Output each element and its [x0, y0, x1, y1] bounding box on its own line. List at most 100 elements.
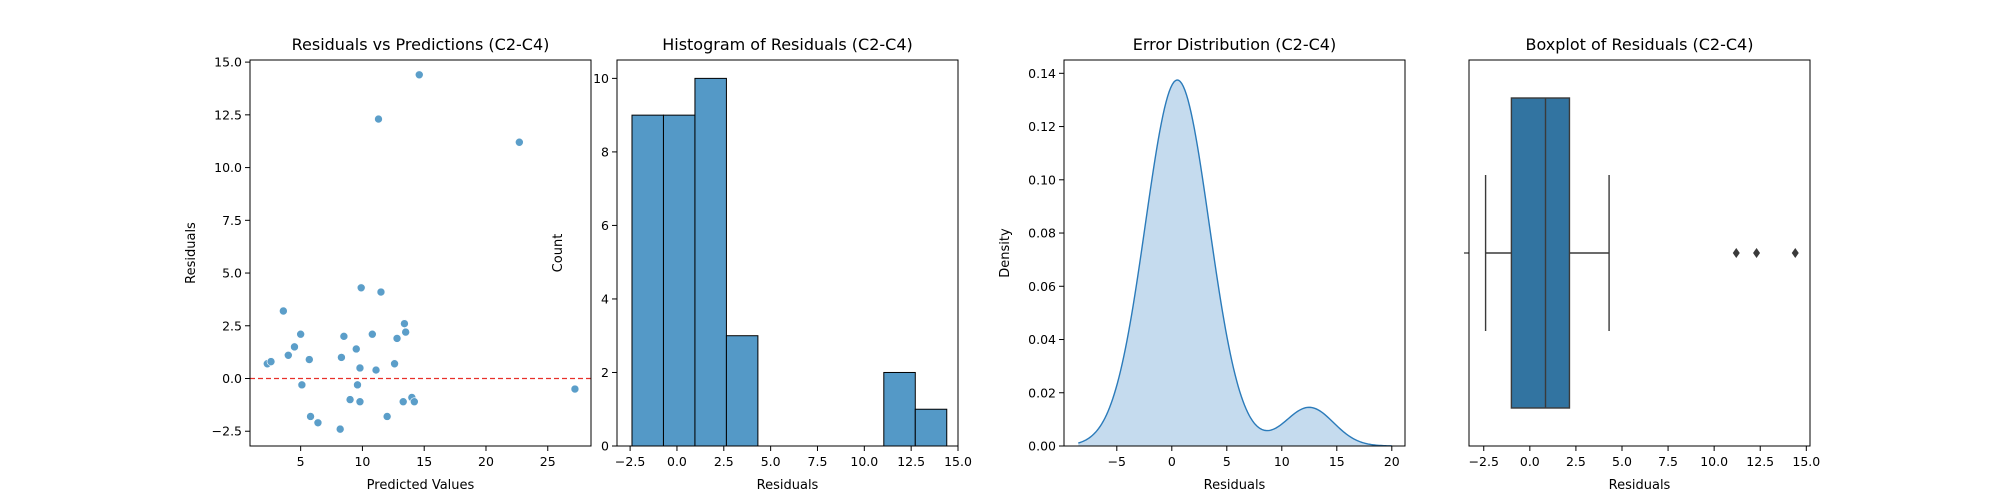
plot-frame	[1063, 59, 1406, 447]
scatter-point	[284, 351, 293, 360]
scatter-point	[371, 365, 381, 375]
y-tick-label: 0.12	[1028, 119, 1056, 134]
y-tick-label: 0.02	[1028, 385, 1056, 400]
x-tick-label: 5	[297, 454, 305, 469]
y-tick-label: 8	[601, 144, 609, 159]
scatter-point	[297, 380, 307, 390]
scatter-point	[345, 395, 355, 404]
scatter-point	[382, 412, 392, 421]
x-tick-label: 10.0	[850, 454, 878, 469]
y-axis-label: Density	[998, 228, 1013, 278]
scatter-point	[335, 424, 345, 434]
x-tick-label: 0.0	[667, 454, 687, 469]
histogram-bars	[631, 77, 948, 447]
histogram-bar	[694, 77, 727, 447]
y-tick-label: 0.10	[1028, 172, 1056, 187]
scatter-point	[355, 397, 365, 407]
x-axis-ticks: −2.5 0.0 2.5 5.0 7.5 10.0 12.5 15.0	[615, 446, 972, 469]
scatter-point	[570, 384, 580, 394]
scatter-point	[410, 397, 419, 407]
y-tick-label: 0.00	[1028, 439, 1056, 454]
x-tick-label: 15.0	[944, 454, 972, 469]
outlier-point	[1753, 248, 1761, 258]
y-tick-label: 0.14	[1028, 66, 1056, 81]
plot-frame	[616, 59, 959, 447]
scatter-points	[250, 70, 591, 434]
error-distribution-panel: −5 0 5 10 15 20 0.000.020.040.060.080.100.120…	[998, 35, 1406, 493]
scatter-point	[313, 418, 323, 428]
boxplot-panel: −2.5 0.0 2.5 5.0 7.5 10.0 12.5 15.0 Boxplot of …	[1464, 35, 1820, 493]
y-tick-label: 0.0	[222, 371, 242, 386]
interquartile-box	[1510, 97, 1571, 409]
x-tick-label: 0	[1168, 454, 1176, 469]
x-tick-label: 15	[416, 454, 432, 469]
scatter-point	[400, 319, 409, 328]
x-tick-label: 20	[478, 454, 494, 469]
y-tick-label: 7.5	[222, 213, 242, 228]
boxplot-marks	[1484, 97, 1799, 409]
plot-frame	[249, 59, 592, 447]
scatter-point	[515, 137, 524, 147]
x-tick-label: 5.0	[1612, 454, 1632, 469]
y-tick-label: 4	[601, 291, 609, 306]
y-tick-label: 0.04	[1028, 332, 1056, 347]
scatter-point	[353, 380, 362, 390]
y-axis-label: Count	[551, 234, 566, 273]
y-tick-label: 10	[593, 71, 609, 86]
scatter-point	[306, 412, 315, 421]
x-tick-label: 2.5	[714, 454, 734, 469]
y-axis-ticks: −2.5 0.0 2.5 5.0 7.5 10.0 12.5 15.0	[212, 55, 250, 439]
scatter-point	[290, 342, 299, 352]
x-tick-label: 15	[1329, 454, 1345, 469]
x-tick-label: 0.0	[1520, 454, 1540, 469]
x-tick-label: 12.5	[1746, 454, 1774, 469]
plot-frame	[1468, 59, 1811, 447]
scatter-point	[305, 355, 314, 364]
y-tick-label: 5.0	[222, 266, 242, 281]
residuals-vs-predictions-panel: 5 10 15 20 25 −2.5 0.0 2.5 5.0 7.5 10.0 12.5 15.0 R…	[184, 35, 592, 493]
density-line	[1078, 79, 1392, 447]
x-tick-label: 20	[1384, 454, 1400, 469]
x-tick-label: 25	[540, 454, 556, 469]
scatter-point	[376, 287, 386, 297]
x-axis-ticks: −2.5 0.0 2.5 5.0 7.5 10.0 12.5 15.0	[1469, 446, 1820, 469]
scatter-point	[374, 114, 383, 124]
x-tick-label: 10	[1274, 454, 1290, 469]
x-tick-label: −5	[1108, 454, 1126, 469]
x-tick-label: 10.0	[1700, 454, 1728, 469]
histogram-bar	[725, 335, 759, 447]
scatter-point	[337, 353, 346, 362]
chart-title: Error Distribution (C2-C4)	[1133, 35, 1336, 54]
histogram-bar	[883, 371, 916, 447]
x-axis-label: Residuals	[1609, 478, 1671, 493]
histogram-bar	[662, 114, 696, 447]
x-tick-label: 7.5	[808, 454, 828, 469]
x-axis-label: Residuals	[757, 478, 819, 493]
scatter-point	[368, 329, 377, 339]
y-tick-label: −2.5	[212, 424, 242, 439]
x-tick-label: 12.5	[897, 454, 925, 469]
scatter-point	[355, 363, 365, 373]
x-tick-label: 15.0	[1792, 454, 1820, 469]
y-axis-ticks: 0 2 4 6 8 10	[593, 71, 617, 454]
scatter-point	[398, 397, 408, 407]
histogram-panel: −2.5 0.0 2.5 5.0 7.5 10.0 12.5 15.0 0 2 4 6 8 10 His…	[551, 35, 972, 493]
y-tick-label: 2	[601, 365, 609, 380]
x-tick-label: 10	[354, 454, 370, 469]
x-axis-label: Residuals	[1204, 478, 1266, 493]
scatter-point	[392, 334, 402, 343]
outlier-point	[1732, 248, 1740, 258]
scatter-point	[296, 329, 305, 339]
x-tick-label: 7.5	[1658, 454, 1678, 469]
y-tick-label: 10.0	[214, 160, 242, 175]
x-tick-label: −2.5	[615, 454, 645, 469]
scatter-point	[266, 357, 276, 366]
outlier-point	[1791, 248, 1799, 258]
density-fill	[1078, 79, 1392, 446]
x-axis-ticks: 5 10 15 20 25	[297, 446, 556, 469]
scatter-point	[356, 283, 366, 293]
chart-title: Histogram of Residuals (C2-C4)	[662, 35, 913, 54]
scatter-point	[279, 306, 288, 316]
